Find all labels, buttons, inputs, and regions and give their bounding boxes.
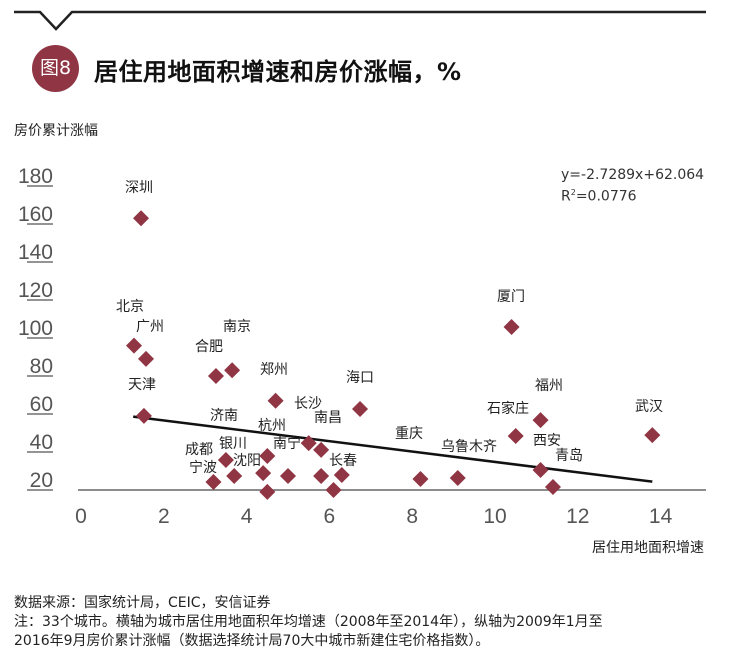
data-point-diamond: [280, 467, 296, 484]
point-label: 沈阳: [233, 453, 261, 469]
x-axis-label: 居住用地面积增速: [592, 540, 704, 556]
data-point-diamond: [133, 210, 150, 227]
equation-text: y=-2.7289x+62.064: [561, 167, 705, 183]
r-squared-text: R2=0.0776: [561, 184, 704, 206]
x-tick-label: 8: [406, 505, 418, 528]
x-tick-label: 6: [324, 505, 336, 528]
x-tick-label: 12: [566, 505, 589, 528]
data-point-diamond: [532, 462, 549, 479]
point-label: 天津: [128, 377, 156, 393]
point-label: 南宁: [273, 435, 301, 452]
source-note: 数据来源：国家统计局，CEIC，安信证券: [14, 595, 271, 611]
y-tick-label: 80: [30, 355, 53, 378]
point-label: 广州: [136, 319, 164, 335]
y-tick-label: 40: [30, 431, 53, 454]
trendline-equation: y=-2.7289x+62.064 R2=0.0776: [561, 166, 704, 206]
chart-title: 居住用地面积增速和房价涨幅，%: [94, 58, 462, 86]
data-point-diamond: [125, 337, 142, 354]
x-tick-label: 2: [158, 505, 170, 528]
data-point-diamond: [449, 470, 466, 487]
data-point-diamond: [259, 447, 276, 464]
point-label: 宁波: [189, 459, 217, 476]
footer: 数据来源：国家统计局，CEIC，安信证券 注：33个城市。横轴为城市居住用地面积…: [14, 594, 603, 651]
point-label: 海口: [346, 370, 374, 386]
r2-label: R: [561, 188, 571, 205]
point-label: 西安: [533, 433, 561, 449]
data-point-diamond: [325, 482, 342, 498]
y-tick-label: 20: [30, 469, 53, 492]
point-label: 成都: [185, 442, 213, 458]
point-label: 郑州: [260, 362, 288, 378]
y-tick-label: 180: [18, 165, 53, 188]
point-label: 银川: [219, 436, 247, 452]
point-label: 长沙: [294, 396, 322, 412]
point-label: 南昌: [314, 410, 342, 426]
data-point-diamond: [503, 318, 520, 335]
point-label: 北京: [116, 299, 144, 315]
y-tick-label: 120: [18, 279, 53, 302]
point-label: 重庆: [395, 426, 423, 442]
data-point-diamond: [255, 465, 272, 482]
point-label: 石家庄: [487, 400, 529, 417]
data-point-diamond: [644, 427, 661, 444]
y-tick-label: 160: [18, 203, 53, 226]
header-rule: [14, 10, 706, 31]
note-line-1: 注：33个城市。横轴为城市居住用地面积年均增速（2008年至2014年），纵轴为…: [14, 614, 603, 630]
point-label: 厦门: [497, 289, 525, 305]
x-tick-label: 4: [241, 505, 253, 528]
point-label: 杭州: [258, 418, 286, 434]
x-tick-label: 0: [75, 505, 87, 528]
point-label: 武汉: [635, 399, 663, 415]
point-label: 青岛: [555, 448, 583, 464]
x-tick-label: 14: [649, 505, 673, 528]
data-point-diamond: [300, 435, 317, 452]
data-point-diamond: [507, 428, 524, 445]
data-point-diamond: [267, 392, 284, 409]
note-line-2: 2016年9月房价累计涨幅（数据选择统计局70大中城市新建住宅价格指数）。: [14, 633, 490, 649]
scatter-chart: 180 160 140 120 100 80 60 40 20 0 2 4 6 8 10 12 14 深圳北京广州…: [18, 165, 706, 528]
point-label: 乌鲁木齐: [441, 439, 497, 455]
data-point-diamond: [259, 483, 276, 500]
point-label: 南京: [223, 319, 251, 335]
data-point-diamond: [205, 474, 222, 491]
data-point-diamond: [352, 401, 369, 418]
data-point-diamond: [313, 467, 330, 484]
data-point-diamond: [137, 350, 154, 367]
y-tick-label: 100: [18, 317, 53, 340]
point-label: 福州: [535, 378, 563, 394]
point-label: 长春: [329, 453, 357, 469]
data-point-diamond: [224, 362, 241, 379]
data-point-diamond: [412, 470, 429, 487]
data-point-diamond: [532, 412, 549, 429]
y-axis-label: 房价累计涨幅: [14, 123, 98, 139]
point-label: 合肥: [195, 339, 223, 355]
point-label: 深圳: [125, 180, 153, 196]
data-point-diamond: [135, 407, 152, 424]
y-tick-label: 60: [30, 393, 53, 416]
data-point-diamond: [313, 441, 330, 458]
data-point-diamond: [544, 478, 561, 495]
data-point-diamond: [226, 467, 243, 484]
figure-badge: 图8: [32, 45, 79, 92]
r2-value: =0.0776: [575, 188, 637, 205]
x-tick-label: 10: [483, 505, 506, 528]
r2-superscript: 2: [570, 188, 576, 197]
y-tick-label: 140: [18, 241, 53, 264]
point-label: 济南: [210, 408, 238, 424]
data-point-diamond: [333, 466, 350, 483]
data-point-diamond: [217, 451, 234, 468]
trendline: [133, 415, 653, 483]
data-point-diamond: [207, 368, 224, 384]
